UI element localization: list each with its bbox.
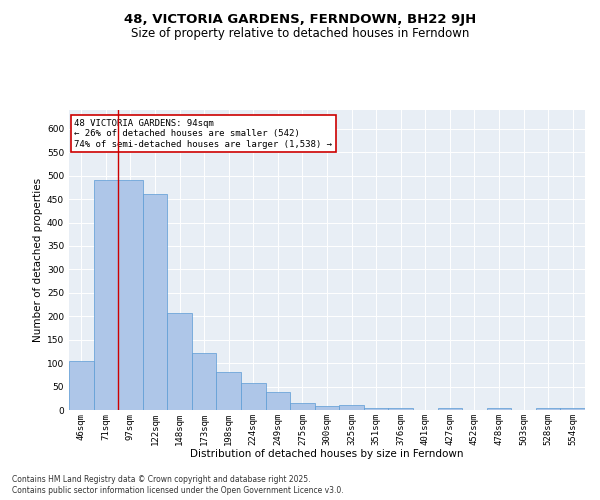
Text: Contains public sector information licensed under the Open Government Licence v3: Contains public sector information licen…: [12, 486, 344, 495]
Bar: [315, 406, 339, 410]
Bar: [217, 372, 241, 410]
Bar: [560, 408, 585, 410]
Bar: [94, 180, 118, 410]
Bar: [339, 405, 364, 410]
X-axis label: Distribution of detached houses by size in Ferndown: Distribution of detached houses by size …: [190, 449, 464, 459]
Bar: [536, 408, 560, 410]
Bar: [437, 408, 462, 410]
Text: 48, VICTORIA GARDENS, FERNDOWN, BH22 9JH: 48, VICTORIA GARDENS, FERNDOWN, BH22 9JH: [124, 12, 476, 26]
Bar: [241, 383, 266, 410]
Y-axis label: Number of detached properties: Number of detached properties: [33, 178, 43, 342]
Text: Size of property relative to detached houses in Ferndown: Size of property relative to detached ho…: [131, 28, 469, 40]
Text: Contains HM Land Registry data © Crown copyright and database right 2025.: Contains HM Land Registry data © Crown c…: [12, 475, 311, 484]
Text: 48 VICTORIA GARDENS: 94sqm
← 26% of detached houses are smaller (542)
74% of sem: 48 VICTORIA GARDENS: 94sqm ← 26% of deta…: [74, 119, 332, 149]
Bar: [143, 194, 167, 410]
Bar: [192, 353, 217, 410]
Bar: [266, 392, 290, 410]
Bar: [118, 180, 143, 410]
Bar: [388, 408, 413, 410]
Bar: [69, 361, 94, 410]
Bar: [487, 408, 511, 410]
Bar: [364, 408, 388, 410]
Bar: [290, 404, 315, 410]
Bar: [167, 313, 192, 410]
